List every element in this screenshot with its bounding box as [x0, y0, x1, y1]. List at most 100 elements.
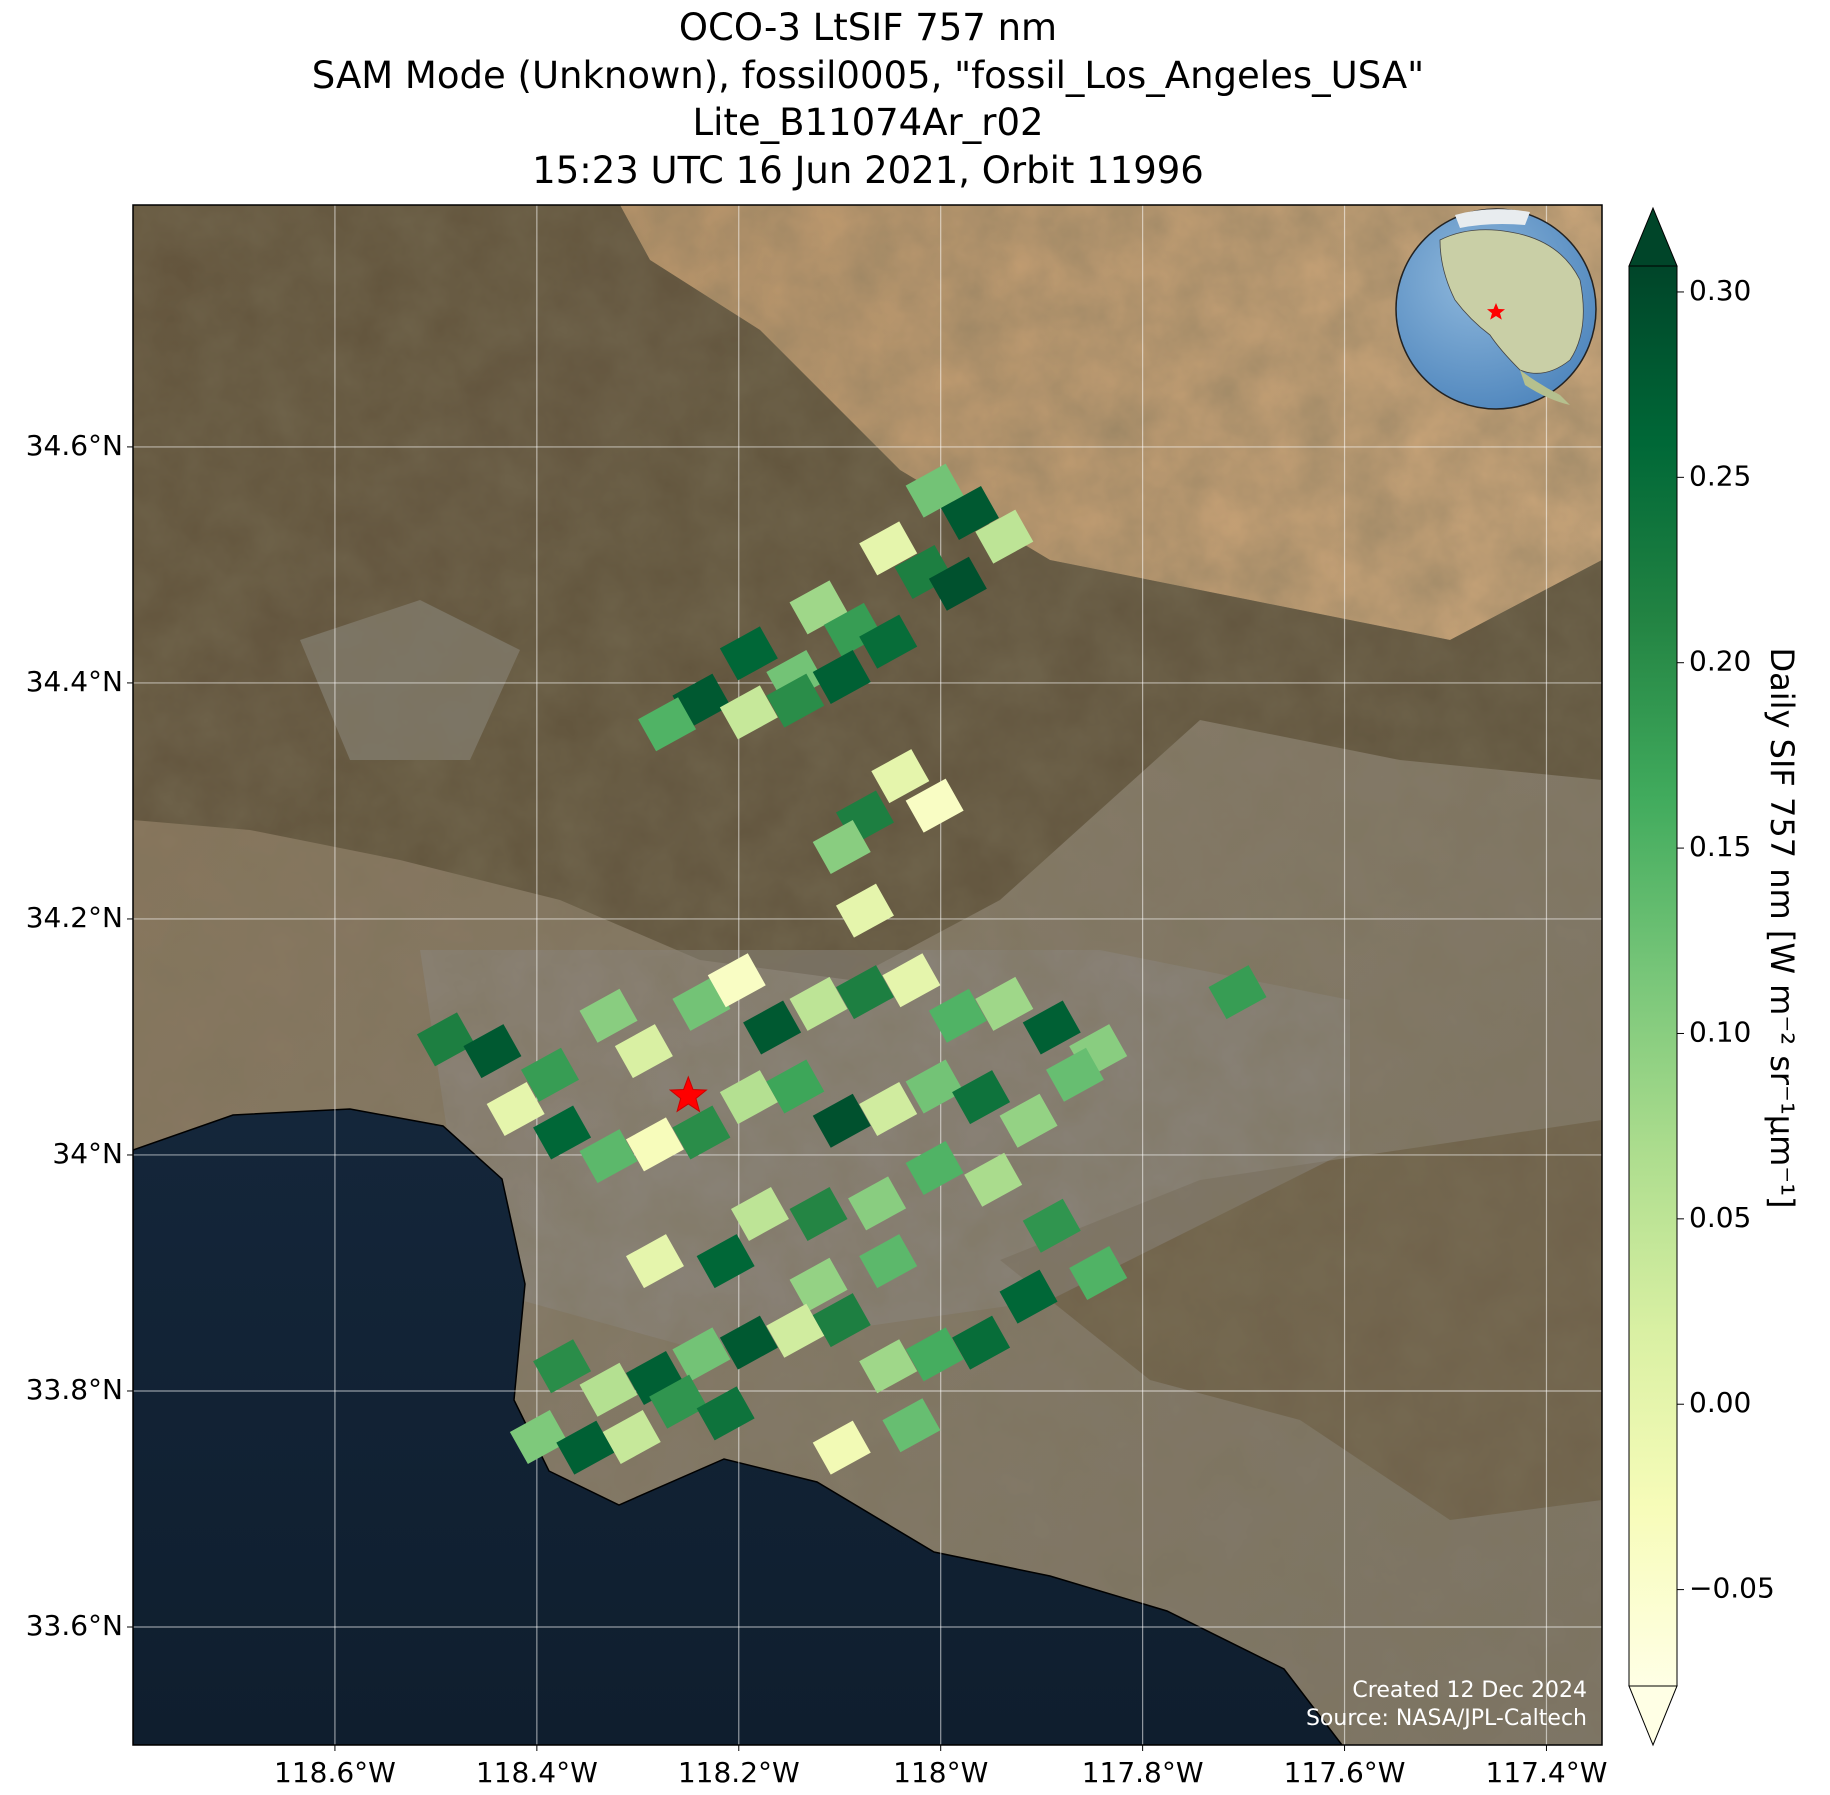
footprint — [812, 1420, 871, 1475]
footprint — [894, 545, 953, 600]
x-tick-label: 118.2°W — [678, 1756, 800, 1789]
footprint — [789, 976, 848, 1031]
ice — [1455, 209, 1530, 228]
footprint — [766, 1059, 825, 1114]
footprint — [859, 1234, 918, 1289]
footprint — [579, 1362, 638, 1417]
footprint — [486, 1081, 545, 1136]
colorbar-extend-bottom — [1628, 1685, 1678, 1747]
title: OCO-3 LtSIF 757 nm SAM Mode (Unknown), f… — [312, 6, 1424, 192]
footprint — [649, 1374, 708, 1429]
footprint — [1208, 965, 1267, 1020]
footprint — [1069, 1245, 1128, 1300]
globe-marker — [1487, 303, 1505, 320]
footprint — [533, 1339, 592, 1394]
footprint — [812, 1293, 871, 1348]
footprint — [975, 976, 1034, 1031]
footprint — [812, 1093, 871, 1148]
footprint — [812, 819, 871, 874]
globe-inset — [1395, 208, 1597, 410]
footprints — [416, 463, 1267, 1475]
x-tick-label: 118°W — [893, 1756, 988, 1789]
footprint — [730, 1186, 789, 1241]
colorbar-tick-label: 0.15 — [1689, 830, 1751, 863]
footprint — [533, 1105, 592, 1160]
footprint — [614, 1024, 673, 1079]
footprint — [463, 1024, 522, 1079]
footprint — [789, 580, 848, 635]
footprint — [789, 1186, 848, 1241]
x-tick-label: 117.8°W — [1082, 1756, 1204, 1789]
colorbar-tick-label: 0.30 — [1689, 274, 1751, 307]
footprint — [719, 626, 778, 681]
footprint — [835, 883, 894, 938]
footprint — [999, 1269, 1058, 1324]
footprint — [905, 778, 964, 833]
colorbar: 0.30 0.25 0.20 0.15 0.10 0.05 0.00 −0.05 — [1628, 206, 1775, 1747]
map-background — [133, 205, 1602, 1745]
footprint — [823, 602, 882, 657]
footprint — [789, 1257, 848, 1312]
footprint — [905, 1059, 964, 1114]
x-tick-label: 117.4°W — [1486, 1756, 1608, 1789]
footprint — [625, 1234, 684, 1289]
footprint — [859, 614, 918, 669]
footprint — [766, 673, 825, 728]
footprint — [1022, 1198, 1081, 1253]
footprint — [928, 556, 987, 611]
footprint — [625, 1117, 684, 1172]
footprint — [999, 1093, 1058, 1148]
footprint — [871, 749, 930, 804]
y-tick-label: 33.8°N — [26, 1373, 123, 1406]
title-line: OCO-3 LtSIF 757 nm — [679, 6, 1057, 49]
footprint — [707, 953, 766, 1008]
footprint — [975, 509, 1034, 564]
footprint — [905, 463, 964, 518]
y-tick-label: 34°N — [52, 1137, 123, 1170]
footprint — [743, 1000, 802, 1055]
footprint — [602, 1410, 661, 1464]
landmass — [1520, 370, 1570, 405]
title-line: SAM Mode (Unknown), fossil0005, "fossil_… — [312, 54, 1424, 97]
title-line: 15:23 UTC 16 Jun 2021, Orbit 11996 — [532, 149, 1204, 192]
footprint — [719, 1070, 778, 1125]
x-tick-label: 118.4°W — [476, 1756, 598, 1789]
footprint — [1045, 1047, 1104, 1102]
footprint — [835, 965, 894, 1020]
y-tick-label: 34.2°N — [26, 901, 123, 934]
footprint — [859, 1339, 918, 1394]
footprint — [848, 1176, 907, 1231]
footprint — [905, 1140, 964, 1195]
landmass — [1439, 229, 1584, 374]
footprint — [579, 988, 638, 1043]
colorbar-tick-label: 0.05 — [1689, 1201, 1751, 1234]
footprint — [940, 486, 999, 540]
footprint — [812, 650, 871, 705]
footprint — [672, 1105, 731, 1160]
footprint — [905, 1327, 964, 1382]
footprint — [672, 976, 731, 1031]
footprint — [696, 1234, 755, 1289]
footprint — [719, 1315, 778, 1370]
ocean — [133, 1108, 1343, 1745]
footprint — [579, 1129, 638, 1184]
footprint — [859, 1081, 918, 1136]
credit: Source: NASA/JPL-Caltech — [1306, 1706, 1587, 1731]
colorbar-label: Daily SIF 757 nm [W m⁻² sr⁻¹µm⁻¹] — [1763, 648, 1801, 1209]
colorbar-tick-label: 0.20 — [1689, 645, 1751, 678]
y-tick-label: 33.6°N — [26, 1609, 123, 1642]
footprint — [719, 685, 778, 740]
x-tick-label: 118.6°W — [274, 1756, 396, 1789]
colorbar-extend-top — [1628, 206, 1678, 267]
footprint — [859, 521, 918, 576]
footprint — [928, 988, 987, 1043]
axes: 118.6°W 118.4°W 118.2°W 118°W 117.8°W 117.6°W… — [26, 429, 1608, 1789]
footprint — [952, 1070, 1011, 1125]
footprint — [882, 953, 941, 1008]
footprint — [625, 1350, 684, 1405]
target-marker — [668, 1075, 708, 1113]
x-tick-label: 117.6°W — [1284, 1756, 1406, 1789]
footprint — [520, 1047, 579, 1102]
colorbar-body — [1628, 265, 1678, 1687]
